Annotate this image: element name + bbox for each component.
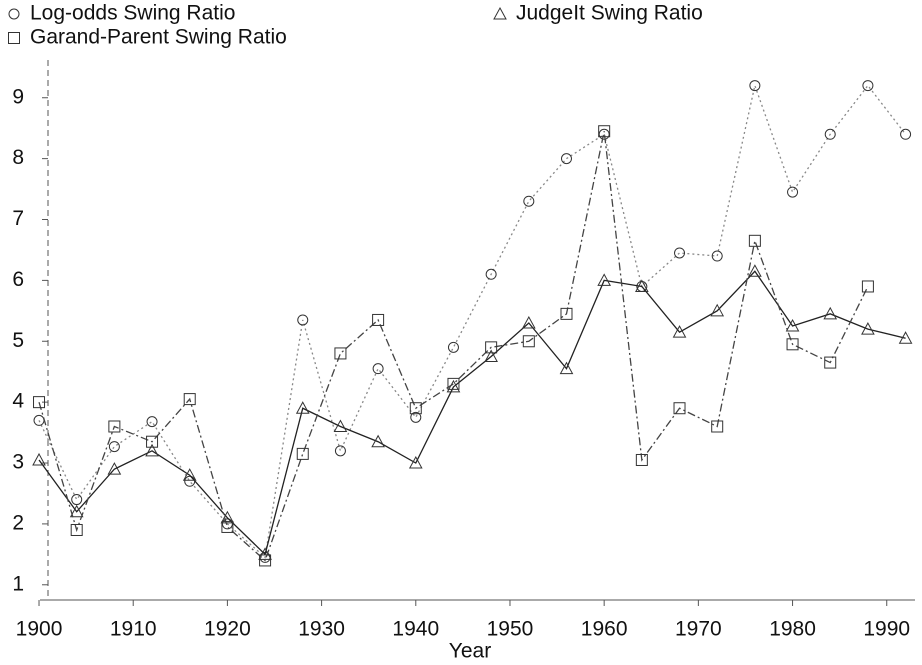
series-line bbox=[38, 83, 907, 559]
series-line bbox=[38, 270, 906, 556]
data-point bbox=[334, 445, 346, 457]
x-tick-label: 1950 bbox=[487, 618, 534, 641]
data-point bbox=[898, 331, 913, 344]
legend-symbol bbox=[8, 8, 20, 20]
data-point bbox=[710, 303, 725, 317]
data-point bbox=[333, 419, 348, 432]
data-point bbox=[259, 554, 272, 567]
data-point bbox=[674, 247, 686, 259]
x-tick-label: 1900 bbox=[16, 618, 63, 641]
data-point bbox=[145, 443, 159, 457]
x-axis-label: Year bbox=[449, 640, 491, 663]
data-point bbox=[635, 453, 648, 466]
data-point bbox=[33, 396, 46, 409]
data-point bbox=[410, 411, 422, 423]
data-point bbox=[69, 504, 84, 518]
data-point bbox=[748, 264, 762, 277]
data-point bbox=[107, 462, 122, 475]
data-point bbox=[711, 250, 723, 262]
y-tick-label: 7 bbox=[12, 207, 24, 230]
x-tick-label: 1940 bbox=[392, 618, 439, 641]
x-tick-label: 1990 bbox=[863, 618, 910, 641]
data-point bbox=[447, 377, 460, 390]
series-line bbox=[38, 131, 869, 562]
data-point bbox=[824, 356, 837, 369]
data-point bbox=[861, 280, 874, 293]
data-point bbox=[108, 441, 120, 453]
data-point bbox=[824, 128, 836, 140]
y-tick-label: 4 bbox=[12, 390, 24, 413]
data-point bbox=[523, 195, 535, 207]
data-point bbox=[598, 128, 610, 140]
x-tick-label: 1930 bbox=[298, 618, 345, 641]
data-point bbox=[409, 402, 422, 415]
data-point bbox=[560, 153, 572, 165]
data-point bbox=[372, 313, 385, 326]
y-tick-label: 8 bbox=[12, 146, 24, 169]
data-point bbox=[447, 341, 459, 353]
y-tick-label: 3 bbox=[12, 451, 24, 474]
data-point bbox=[711, 420, 724, 433]
data-point bbox=[598, 125, 611, 138]
data-point bbox=[371, 434, 385, 448]
data-point bbox=[184, 475, 196, 487]
data-point bbox=[823, 306, 838, 320]
data-point bbox=[221, 520, 234, 533]
x-tick-label: 1960 bbox=[581, 618, 628, 641]
data-point bbox=[295, 401, 310, 414]
data-point bbox=[673, 402, 686, 415]
legend-label: Garand-Parent Swing Ratio bbox=[30, 26, 287, 49]
data-point bbox=[32, 452, 46, 466]
data-point bbox=[485, 268, 497, 280]
legend-symbol bbox=[493, 6, 507, 20]
x-tick-label: 1980 bbox=[769, 618, 816, 641]
data-point bbox=[296, 447, 309, 460]
data-point bbox=[786, 338, 799, 351]
data-point bbox=[785, 318, 800, 332]
data-point bbox=[485, 341, 498, 354]
data-point bbox=[182, 468, 197, 481]
y-tick-label: 2 bbox=[12, 511, 24, 534]
data-point bbox=[521, 315, 536, 329]
legend-label: JudgeIt Swing Ratio bbox=[516, 2, 703, 25]
data-point bbox=[146, 435, 159, 448]
data-point bbox=[108, 420, 121, 433]
y-tick-label: 9 bbox=[12, 85, 24, 108]
legend-symbol bbox=[8, 32, 20, 44]
data-point bbox=[484, 349, 498, 362]
y-tick-label: 6 bbox=[12, 268, 24, 291]
data-point bbox=[560, 307, 573, 320]
y-tick-label: 1 bbox=[12, 572, 24, 595]
data-point bbox=[70, 523, 83, 536]
data-point bbox=[559, 361, 574, 375]
data-point bbox=[749, 80, 761, 92]
data-point bbox=[862, 80, 874, 92]
data-point bbox=[748, 234, 761, 247]
data-point bbox=[635, 279, 649, 292]
data-point bbox=[900, 128, 912, 140]
x-tick-label: 1970 bbox=[675, 618, 722, 641]
data-point bbox=[297, 314, 309, 326]
data-point bbox=[146, 416, 158, 428]
data-point bbox=[672, 325, 687, 338]
y-tick-label: 5 bbox=[12, 329, 24, 352]
data-point bbox=[597, 273, 612, 286]
x-tick-label: 1910 bbox=[110, 618, 157, 641]
x-tick-label: 1920 bbox=[204, 618, 251, 641]
data-point bbox=[372, 363, 384, 375]
data-point bbox=[183, 393, 196, 406]
legend-label: Log-odds Swing Ratio bbox=[30, 2, 235, 25]
data-point bbox=[861, 322, 875, 335]
data-point bbox=[787, 186, 799, 198]
data-point bbox=[408, 455, 423, 469]
data-point bbox=[334, 347, 347, 360]
data-point bbox=[522, 335, 535, 348]
data-point bbox=[71, 494, 83, 506]
